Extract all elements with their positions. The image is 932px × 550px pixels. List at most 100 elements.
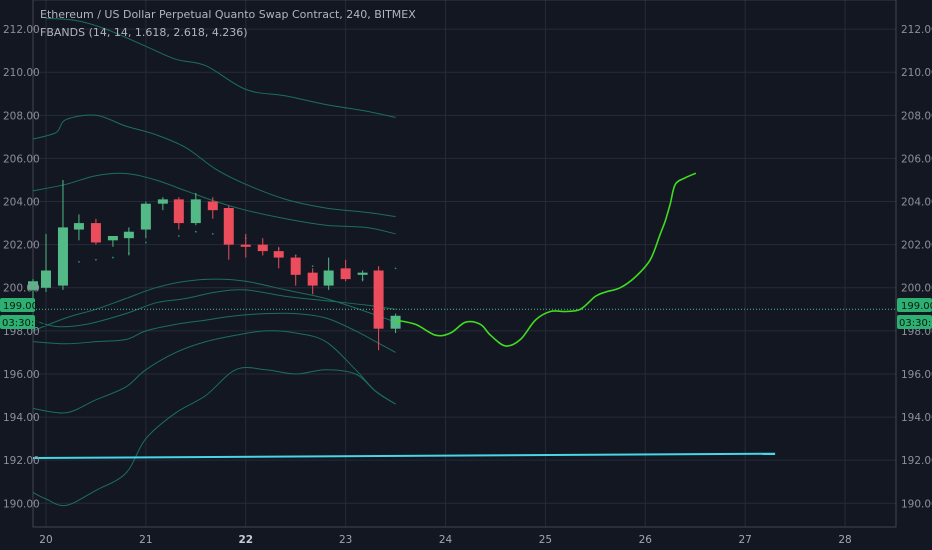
left-y-tick-label: 212.00 [3,24,40,36]
indicator-dot [95,258,97,261]
candle-down[interactable] [173,197,184,230]
candle-body [73,223,84,230]
candle-layer [28,179,401,351]
indicator-dot [311,265,314,268]
left-price-badge: 199.00 [0,298,38,312]
indicator-dot [177,235,180,237]
candle-down[interactable] [273,246,284,269]
candle-up[interactable] [323,257,334,290]
fband-line [32,367,396,507]
candle-body [28,281,38,290]
indicator-dot [394,267,397,270]
candle-down[interactable] [240,233,251,258]
candle-up[interactable] [123,227,134,256]
candle-body [190,199,201,224]
left-y-tick-label: 192.00 [3,455,40,467]
candle-down[interactable] [90,218,101,245]
candle-body [390,315,401,329]
right-y-tick-label: 202.00 [901,240,932,252]
right-y-tick-label: 194.00 [901,412,932,424]
indicator-dot [211,232,214,235]
candle-body [357,272,368,275]
right-y-tick-label: 208.00 [901,110,932,122]
left-y-tick-label: 206.00 [3,153,40,165]
x-tick-label: 26 [639,534,653,546]
fband-line [32,278,396,332]
candle-body [373,270,384,329]
candle-up[interactable] [107,236,118,247]
candle-body [173,199,184,224]
right-y-tick-label: 200.00 [901,283,932,295]
fband-line [32,114,396,218]
left-y-tick-label: 200.00 [3,283,40,295]
fbands-layer [32,17,396,507]
candle-down[interactable] [373,266,384,351]
fband-line [32,330,396,414]
candle-body [273,251,284,258]
right-price-badge: 199.00 [897,298,932,312]
candle-body [107,236,118,241]
x-tick-label: 20 [39,534,52,546]
fband-line [32,172,396,235]
right-y-tick-label: 212.00 [901,24,932,36]
left-price-badge-text: 199.00 [3,301,38,312]
candle-up[interactable] [40,233,51,293]
x-tick-label: 22 [238,534,253,546]
candle-down[interactable] [290,255,301,286]
candle-body [223,207,234,245]
candle-body [90,223,101,243]
fband-line [32,289,396,328]
candle-body [123,231,134,239]
right-time-badge: 03:30:51 [897,315,932,329]
candle-body [157,199,168,204]
candle-body [40,270,51,288]
right-y-tick-label: 210.00 [901,67,932,79]
right-price-badge-text: 199.00 [901,301,932,312]
candle-up[interactable] [28,279,38,299]
fband-line [32,312,396,353]
left-y-tick-label: 210.00 [3,67,40,79]
indicator-dot [144,241,147,244]
candle-body [307,272,318,286]
left-price-axis[interactable]: 212.00 210.00 208.00 206.00 204.00 202.00 200.… [3,24,40,510]
x-tick-label: 21 [139,534,152,546]
candle-down[interactable] [307,268,318,295]
candle-down[interactable] [223,205,234,260]
right-price-axis[interactable]: 212.00 210.00 208.00 206.00 204.00 202.00 200.… [901,24,932,510]
candle-up[interactable] [390,313,401,334]
time-axis[interactable]: 20 21 22 23 24 25 26 27 28 [39,534,851,546]
left-y-tick-label: 204.00 [3,197,40,209]
candle-up[interactable] [73,214,84,241]
right-y-tick-label: 190.00 [901,498,932,510]
right-y-tick-label: 196.00 [901,369,932,381]
candle-up[interactable] [357,270,368,282]
left-y-tick-label: 190.00 [3,498,40,510]
candle-up[interactable] [190,192,201,226]
candle-up[interactable] [57,179,68,290]
candle-down[interactable] [207,197,218,219]
candle-body [323,270,334,286]
x-tick-label: 25 [539,534,552,546]
candle-body [207,201,218,211]
x-tick-label: 28 [838,534,851,546]
indicator-dot [78,260,80,263]
left-y-tick-label: 208.00 [3,110,40,122]
chart-title: Ethereum / US Dollar Perpetual Quanto Sw… [40,8,416,21]
right-y-tick-label: 206.00 [901,153,932,165]
candle-body [140,203,151,230]
candle-down[interactable] [257,238,268,256]
level-line-layer [32,452,776,460]
candle-up[interactable] [140,201,151,239]
projection-line[interactable] [394,172,696,347]
fband-line [45,17,396,118]
right-time-badge-text: 03:30:51 [899,318,932,329]
candle-up[interactable] [157,197,168,211]
left-y-tick-label: 202.00 [3,240,40,252]
candle-down[interactable] [340,259,351,282]
candle-body [57,227,68,286]
support-level-line[interactable] [32,452,776,460]
candle-body [340,268,351,280]
